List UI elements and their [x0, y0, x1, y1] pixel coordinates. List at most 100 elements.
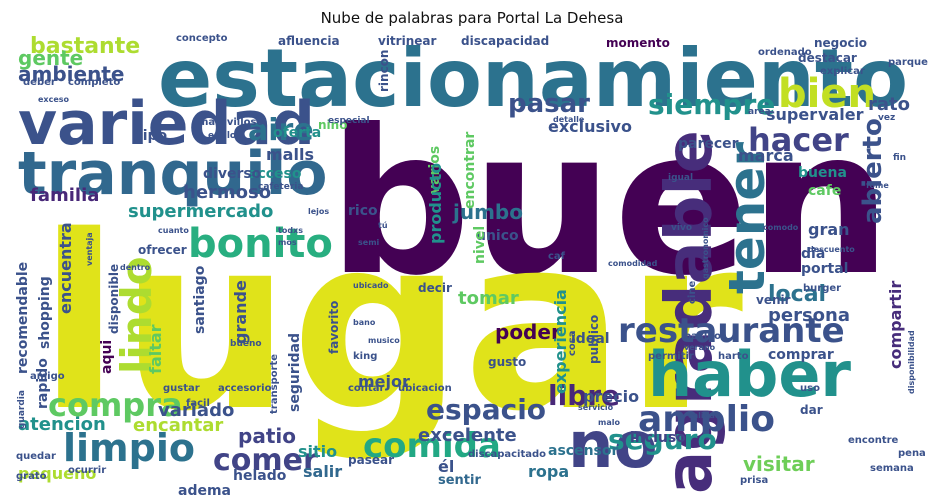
- word: detalle: [553, 115, 585, 124]
- word: venir: [756, 293, 791, 307]
- word: buen: [328, 87, 892, 320]
- word: cosa: [567, 330, 578, 357]
- word: mejor: [358, 372, 410, 391]
- word: guardia: [17, 390, 27, 429]
- word: cafeteria: [258, 182, 304, 192]
- word: todxs: [278, 226, 303, 235]
- word: pasillo: [684, 331, 722, 342]
- word: aqui: [99, 339, 115, 374]
- word: variedad: [18, 89, 315, 159]
- word: exclusivo: [548, 117, 632, 136]
- word: ropa: [528, 462, 570, 481]
- word: sentir: [438, 473, 481, 488]
- word: hacer: [748, 121, 849, 159]
- word: nivel: [472, 225, 488, 264]
- word: cine: [687, 280, 698, 304]
- word: familia: [30, 185, 100, 206]
- word: tipo: [136, 128, 168, 144]
- word: no: [568, 409, 658, 483]
- word: area: [748, 107, 771, 117]
- word: supermercado: [128, 201, 274, 222]
- word: él: [438, 457, 455, 476]
- word: estacionamiento: [158, 34, 909, 125]
- word: amigo: [30, 371, 65, 382]
- word: servicio: [578, 403, 614, 412]
- word: transporte: [269, 353, 280, 414]
- word: musico: [368, 336, 400, 345]
- word: accesorio: [218, 383, 272, 394]
- word: pasear: [348, 453, 394, 467]
- word: cafe: [808, 183, 842, 199]
- word: faltar: [146, 324, 165, 374]
- word: restaurante: [618, 311, 845, 351]
- word: santiago: [192, 265, 208, 334]
- word: adema: [178, 483, 231, 498]
- word: producto: [426, 162, 445, 244]
- word: seguridad: [287, 332, 303, 412]
- word: compra: [48, 386, 183, 424]
- word: gusto: [488, 355, 527, 369]
- word: rincon: [377, 49, 391, 92]
- word: vez: [878, 113, 896, 123]
- word: comodo: [763, 223, 799, 232]
- word: poder: [495, 320, 561, 344]
- word: tomar: [458, 288, 519, 309]
- word: persona: [768, 305, 851, 326]
- word: afluencia: [278, 34, 340, 48]
- word: valer: [818, 105, 864, 124]
- word-cloud: buen lugar estacionamiento agradable hab…: [8, 34, 936, 498]
- word: discapacitado: [468, 449, 547, 460]
- word: gente: [18, 46, 84, 70]
- word: bueno: [230, 339, 262, 349]
- word: ubicacion: [398, 383, 452, 394]
- word: precio: [583, 387, 640, 406]
- word: rico: [348, 203, 378, 219]
- word: salir: [303, 462, 343, 481]
- word: fin: [893, 153, 907, 163]
- word: jumbo: [453, 200, 523, 224]
- word: burger: [803, 283, 842, 294]
- word: encontrar: [462, 131, 478, 209]
- word: bastante: [30, 34, 141, 59]
- word: exceso: [38, 95, 70, 104]
- word: vitrinear: [378, 34, 437, 48]
- word: descuento: [808, 245, 855, 254]
- word: estilo: [208, 131, 237, 141]
- word: tú: [378, 221, 388, 230]
- word: hermoso: [183, 182, 272, 203]
- word: harto: [718, 351, 749, 362]
- word: espacio: [426, 393, 547, 426]
- word: abierto: [858, 118, 888, 224]
- word: grato: [16, 471, 47, 482]
- word: seguro: [608, 423, 717, 456]
- word: ambiente: [18, 62, 125, 86]
- word: grande: [231, 280, 250, 344]
- word: igual: [668, 173, 694, 183]
- word: atencion: [18, 414, 106, 435]
- word: facil: [186, 398, 210, 409]
- word: sitio: [298, 442, 338, 461]
- word: helado: [233, 468, 287, 484]
- word: maravilloso: [198, 117, 264, 128]
- word: marca: [738, 146, 794, 165]
- word: bonito: [188, 221, 333, 267]
- word: comprar: [768, 347, 834, 363]
- word: buena: [798, 165, 847, 181]
- word: pena: [898, 448, 926, 459]
- word: explicar: [820, 66, 865, 77]
- word: disponibilidad: [907, 330, 916, 394]
- word: limpio: [63, 426, 195, 470]
- word: ubicado: [353, 281, 389, 290]
- word: decir: [418, 281, 452, 295]
- word: incluso: [630, 430, 686, 446]
- word: aire: [248, 113, 314, 148]
- word: ocurrir: [68, 465, 107, 476]
- word: variado: [158, 400, 235, 421]
- word: gran: [808, 220, 850, 239]
- word: comer: [213, 443, 318, 478]
- word: gustar: [163, 383, 200, 394]
- word: diverso: [203, 166, 262, 182]
- word: ascensor: [548, 443, 619, 459]
- word: king: [353, 351, 378, 362]
- word: dia: [801, 246, 826, 262]
